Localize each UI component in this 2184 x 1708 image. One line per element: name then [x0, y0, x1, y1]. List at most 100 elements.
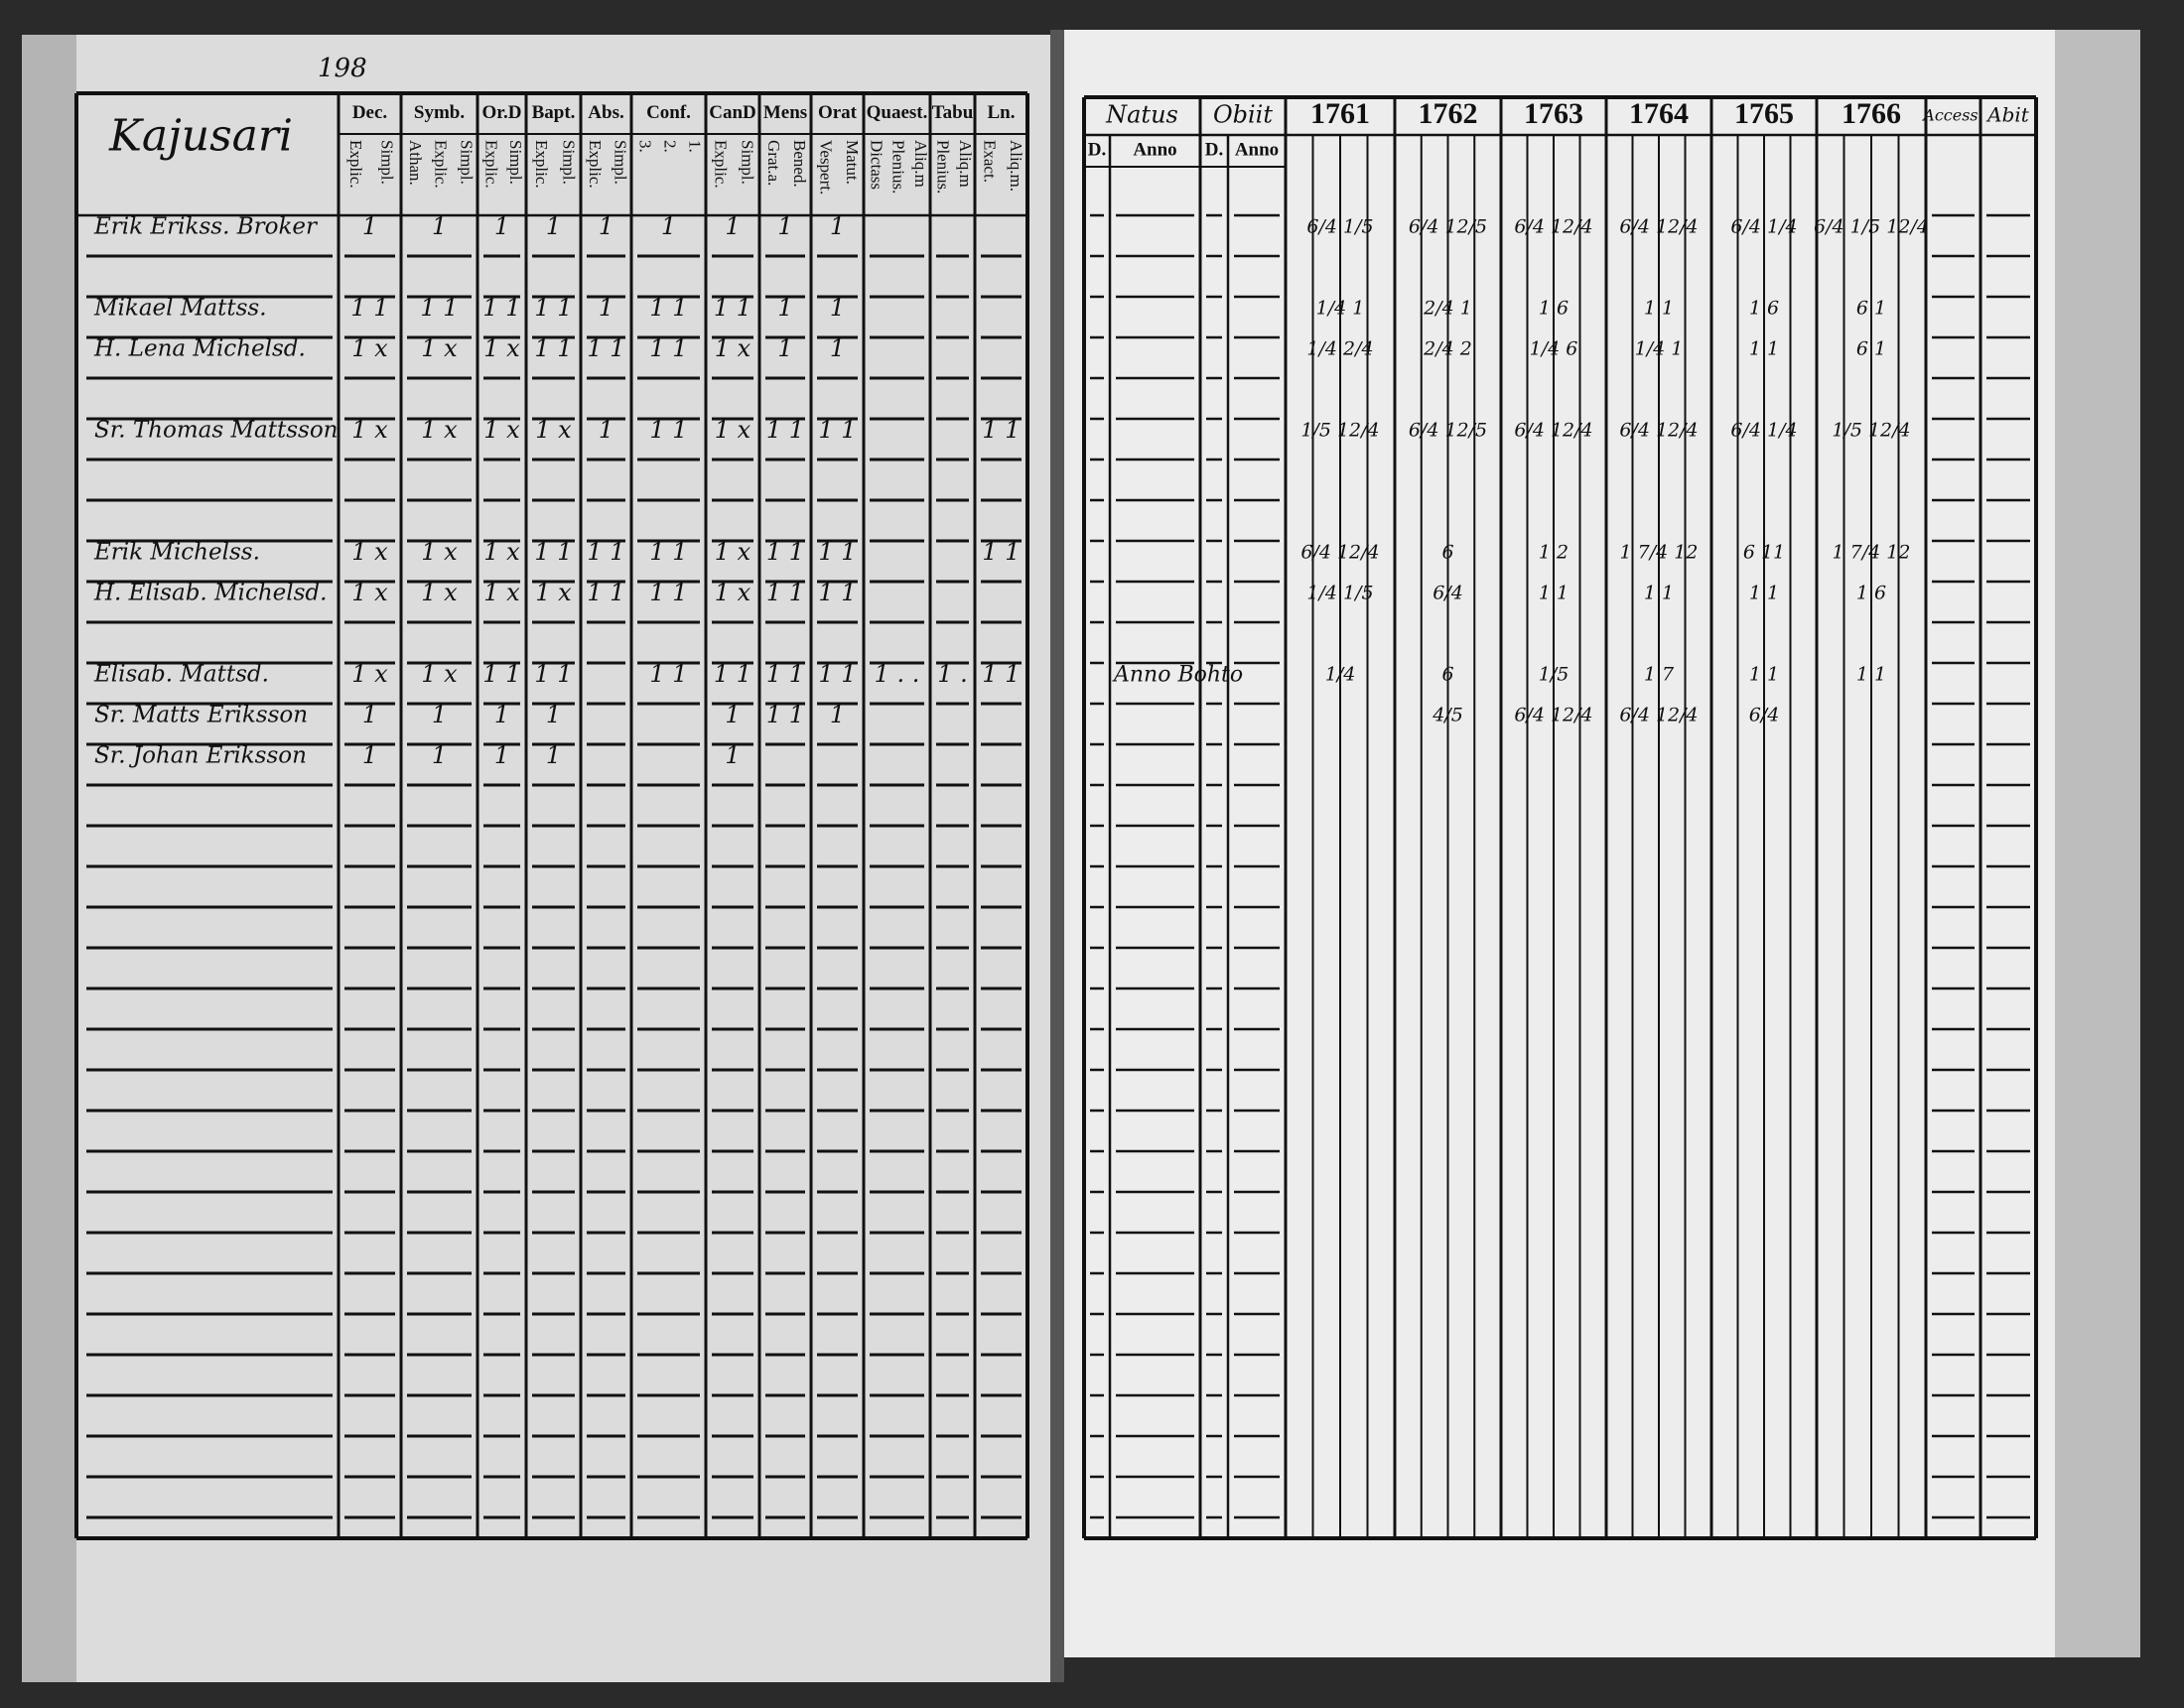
year-header: 1766: [1842, 97, 1901, 130]
column-title: Mens: [763, 102, 807, 123]
mark: 1 x: [715, 579, 751, 606]
mark: 1: [830, 334, 845, 362]
communion-date: 1/4 6: [1530, 338, 1578, 360]
communion-date: 6 1: [1856, 338, 1886, 360]
column-title: CanD: [709, 102, 756, 123]
mark: 1 x: [351, 538, 388, 566]
communion-date: 2/4 2: [1423, 338, 1472, 360]
column-subtitle: Explic.: [712, 140, 731, 189]
communion-date: 1/5: [1539, 664, 1570, 686]
communion-date: 6/4 1/5: [1306, 216, 1373, 238]
mark: 1 x: [421, 538, 458, 566]
mark: 1 1: [420, 294, 458, 322]
header-abit: Abit: [1985, 103, 2030, 127]
column-subtitle: Simpl.: [611, 140, 629, 185]
column-subtitle: Athan.: [406, 140, 425, 186]
mark: 1 1: [649, 579, 687, 606]
column-title: Conf.: [646, 102, 691, 123]
mark: 1 1: [534, 294, 572, 322]
mark: 1 .: [937, 660, 968, 688]
mark: 1 1: [649, 660, 687, 688]
mark: 1 1: [587, 538, 624, 566]
mark: 1 x: [483, 579, 520, 606]
mark: 1: [830, 212, 845, 240]
mark: 1 x: [535, 579, 572, 606]
communion-date: 6 11: [1743, 542, 1785, 564]
gutter: [1050, 30, 1064, 1682]
mark: 1: [362, 741, 377, 769]
column-subtitle: Simpl.: [739, 140, 757, 185]
mark: 1: [546, 741, 561, 769]
mark: 1 1: [649, 294, 687, 322]
communion-date: 6/4 12/5: [1409, 216, 1487, 238]
communion-date: 6/4: [1749, 705, 1780, 726]
ruling: [74, 91, 2038, 1540]
mark: 1: [362, 212, 377, 240]
page-number: 198: [318, 54, 367, 83]
mark: 1 1: [714, 294, 751, 322]
communion-date: 2/4 1: [1423, 298, 1472, 320]
mark: 1: [599, 294, 614, 322]
person-name: Mikael Mattss.: [93, 296, 267, 322]
communion-date: 1 2: [1539, 542, 1569, 564]
mark: 1: [546, 212, 561, 240]
header-day: D.: [1088, 139, 1106, 160]
mark: 1 1: [350, 294, 388, 322]
communion-date: 1/4: [1325, 664, 1356, 686]
mark: 1 1: [714, 660, 751, 688]
communion-date: 6/4 12/4: [1619, 705, 1698, 726]
column-title: Orat: [818, 102, 858, 123]
mark: 1 1: [818, 660, 856, 688]
mark: 1: [546, 701, 561, 728]
communion-date: 6/4 12/4: [1300, 542, 1379, 564]
mark: 1 1: [649, 538, 687, 566]
column-subtitle: Simpl.: [506, 140, 525, 185]
person-name: H. Lena Michelsd.: [93, 336, 306, 362]
mark: 1 1: [766, 660, 804, 688]
communion-date: 1 1: [1856, 664, 1886, 686]
mark: 1 x: [421, 334, 458, 362]
mark: 1 1: [982, 416, 1020, 444]
communion-date: 1 1: [1749, 338, 1779, 360]
header-year: Anno: [1235, 139, 1279, 160]
left-page-edge: [22, 35, 76, 1682]
mark: 1: [725, 741, 740, 769]
year-header: 1765: [1734, 97, 1794, 130]
communion-date: 1 1: [1644, 583, 1674, 604]
mark: 1 x: [421, 416, 458, 444]
communion-date: 6/4 12/5: [1409, 420, 1487, 442]
mark: 1 1: [982, 660, 1020, 688]
communion-date: 1/4 1: [1635, 338, 1684, 360]
mark: 1: [777, 334, 792, 362]
communion-date: 6/4: [1433, 583, 1463, 604]
column-title: Ln.: [988, 102, 1016, 123]
person-name: Elisab. Mattsd.: [93, 662, 269, 688]
person-name: Sr. Matts Eriksson: [94, 703, 308, 728]
mark: 1 1: [982, 538, 1020, 566]
communion-date: 6/4 12/4: [1619, 216, 1698, 238]
person-name: Sr. Johan Eriksson: [94, 743, 307, 769]
mark: 1: [494, 741, 509, 769]
column-subtitle: Plenius.: [933, 140, 952, 194]
mark: 1: [599, 416, 614, 444]
column-subtitle: Explic.: [586, 140, 605, 189]
mark: 1: [432, 212, 447, 240]
mark: 1: [362, 701, 377, 728]
year-header: 1764: [1629, 97, 1689, 130]
right-page: [1058, 30, 2140, 1657]
mark: 1 1: [766, 538, 804, 566]
column-subtitle: 2.: [661, 140, 680, 153]
mark: 1 1: [766, 579, 804, 606]
mark: 1 1: [534, 334, 572, 362]
person-name: Sr. Thomas Mattsson: [94, 418, 339, 444]
column-subtitle: 3.: [636, 140, 655, 153]
mark: 1 x: [483, 334, 520, 362]
communion-date: 1/5 12/4: [1300, 420, 1379, 442]
column-subtitle: Bened.: [790, 140, 809, 188]
mark: 1: [830, 294, 845, 322]
column-subtitle: Vespert.: [816, 140, 835, 195]
communion-date: 1 6: [1539, 298, 1569, 320]
mark: 1: [830, 701, 845, 728]
communion-date: 4/5: [1432, 705, 1463, 726]
mark: 1 1: [587, 579, 624, 606]
